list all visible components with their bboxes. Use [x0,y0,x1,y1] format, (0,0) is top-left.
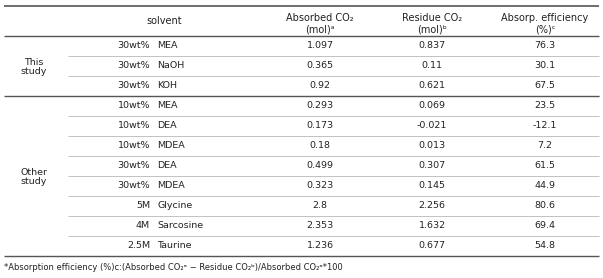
Text: 0.621: 0.621 [418,81,446,91]
Text: 61.5: 61.5 [534,162,555,170]
Text: Other: Other [21,168,48,177]
Text: *Absorption efficiency (%)c:(Absorbed CO₂ᵃ − Residue CO₂ᵇ)/Absorbed CO₂ᵃ*100: *Absorption efficiency (%)c:(Absorbed CO… [4,264,343,272]
Text: 30wt%: 30wt% [118,182,150,190]
Text: This: This [24,58,43,67]
Text: 44.9: 44.9 [534,182,555,190]
Text: 1.097: 1.097 [306,41,333,51]
Text: 54.8: 54.8 [534,242,555,250]
Text: 10wt%: 10wt% [118,101,150,110]
Text: 0.293: 0.293 [306,101,333,110]
Text: 7.2: 7.2 [537,142,552,150]
Text: 69.4: 69.4 [534,222,555,230]
Text: 23.5: 23.5 [534,101,555,110]
Text: 30wt%: 30wt% [118,41,150,51]
Text: 2.8: 2.8 [312,202,327,210]
Text: 0.11: 0.11 [421,61,443,71]
Text: 30.1: 30.1 [534,61,555,71]
Text: (mol)ᵇ: (mol)ᵇ [417,25,447,35]
Text: 0.677: 0.677 [418,242,446,250]
Text: Sarcosine: Sarcosine [157,222,203,230]
Text: 0.837: 0.837 [418,41,446,51]
Text: 1.236: 1.236 [306,242,333,250]
Text: DEA: DEA [157,121,177,130]
Text: 10wt%: 10wt% [118,142,150,150]
Text: 0.18: 0.18 [309,142,330,150]
Text: DEA: DEA [157,162,177,170]
Text: 30wt%: 30wt% [118,162,150,170]
Text: study: study [21,177,47,186]
Text: 76.3: 76.3 [534,41,555,51]
Text: -12.1: -12.1 [533,121,557,130]
Text: 0.499: 0.499 [306,162,333,170]
Text: MEA: MEA [157,41,177,51]
Text: Glycine: Glycine [157,202,192,210]
Text: NaOH: NaOH [157,61,185,71]
Text: MDEA: MDEA [157,182,185,190]
Text: 2.353: 2.353 [306,222,333,230]
Text: 2.256: 2.256 [418,202,446,210]
Text: 0.145: 0.145 [418,182,446,190]
Text: 1.632: 1.632 [418,222,446,230]
Text: 2.5M: 2.5M [127,242,150,250]
Text: 67.5: 67.5 [534,81,555,91]
Text: 0.323: 0.323 [306,182,333,190]
Text: MEA: MEA [157,101,177,110]
Text: 5M: 5M [136,202,150,210]
Text: 80.6: 80.6 [534,202,555,210]
Text: 30wt%: 30wt% [118,81,150,91]
Text: MDEA: MDEA [157,142,185,150]
Text: 30wt%: 30wt% [118,61,150,71]
Text: Absorbed CO₂: Absorbed CO₂ [286,13,354,23]
Text: 0.307: 0.307 [418,162,446,170]
Text: Taurine: Taurine [157,242,192,250]
Text: (mol)ᵃ: (mol)ᵃ [305,25,335,35]
Text: 0.173: 0.173 [306,121,333,130]
Text: (%)ᶜ: (%)ᶜ [535,25,555,35]
Text: 0.069: 0.069 [418,101,446,110]
Text: 0.013: 0.013 [418,142,446,150]
Text: Absorp. efficiency: Absorp. efficiency [501,13,589,23]
Text: KOH: KOH [157,81,177,91]
Text: 0.365: 0.365 [306,61,333,71]
Text: 0.92: 0.92 [309,81,330,91]
Text: solvent: solvent [146,16,182,26]
Text: Residue CO₂: Residue CO₂ [402,13,462,23]
Text: study: study [21,67,47,76]
Text: 10wt%: 10wt% [118,121,150,130]
Text: -0.021: -0.021 [417,121,447,130]
Text: 4M: 4M [136,222,150,230]
